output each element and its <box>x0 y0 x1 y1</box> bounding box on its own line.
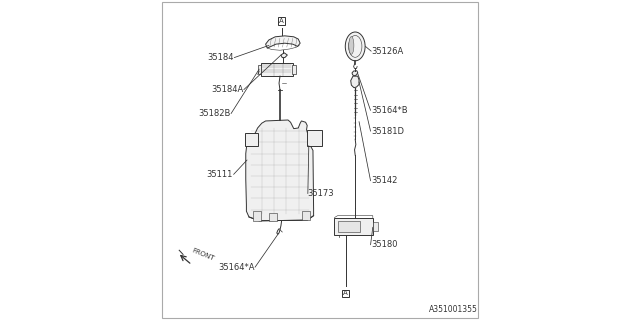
Bar <box>261 63 293 76</box>
Bar <box>269 213 277 221</box>
Text: A: A <box>343 291 348 296</box>
Text: 35142: 35142 <box>371 176 397 185</box>
Bar <box>253 211 261 221</box>
Text: 35182B: 35182B <box>198 109 230 118</box>
Text: 35126A: 35126A <box>371 47 403 56</box>
Bar <box>258 65 262 74</box>
Text: FRONT: FRONT <box>191 247 216 261</box>
Text: 35111: 35111 <box>207 170 233 179</box>
Bar <box>302 211 310 220</box>
Ellipse shape <box>346 32 365 61</box>
Text: 35164*A: 35164*A <box>218 263 254 272</box>
Text: 35173: 35173 <box>307 189 334 198</box>
Bar <box>342 290 349 297</box>
Text: 35184A: 35184A <box>211 85 243 94</box>
Text: 35164*B: 35164*B <box>371 106 408 115</box>
Bar <box>245 133 258 146</box>
Text: 35181D: 35181D <box>371 127 404 136</box>
Text: A: A <box>279 18 284 24</box>
Polygon shape <box>246 120 314 221</box>
Ellipse shape <box>349 36 354 54</box>
Bar <box>307 130 322 146</box>
Polygon shape <box>351 76 359 88</box>
Text: 35184: 35184 <box>207 53 234 62</box>
Bar <box>334 218 372 235</box>
Polygon shape <box>281 53 287 58</box>
Text: 35180: 35180 <box>371 240 397 249</box>
Bar <box>292 65 296 74</box>
Text: A351001355: A351001355 <box>429 305 477 314</box>
Polygon shape <box>266 36 300 48</box>
Bar <box>372 222 378 231</box>
Polygon shape <box>352 71 358 76</box>
Bar <box>278 17 285 25</box>
Bar <box>338 221 360 232</box>
